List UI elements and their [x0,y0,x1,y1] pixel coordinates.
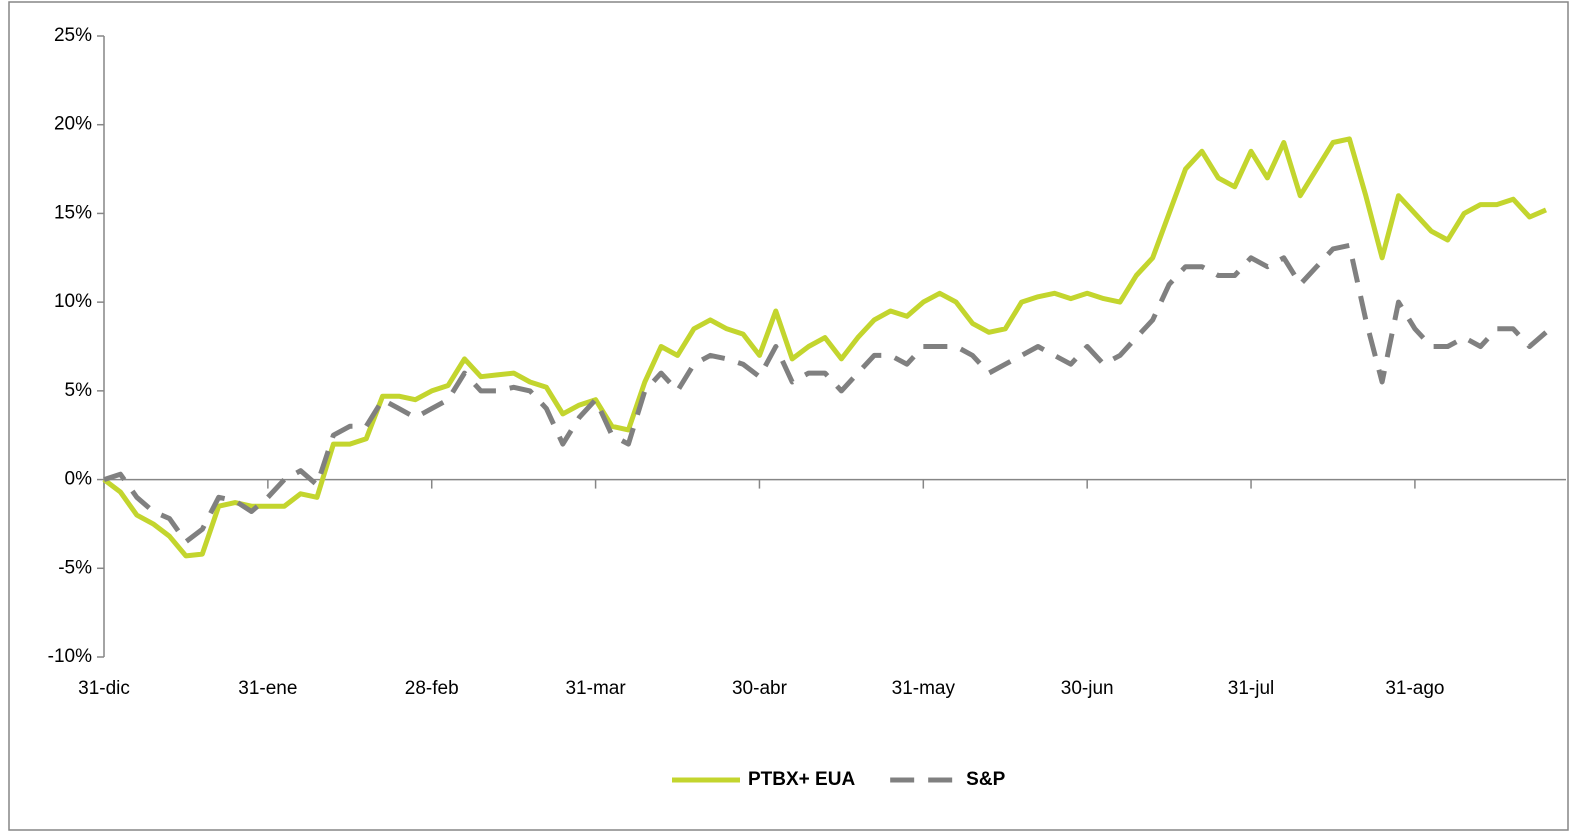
y-tick-label: 25% [54,25,92,46]
x-tick-label: 30-jun [1061,678,1114,699]
x-tick-label: 31-ene [238,678,297,699]
series-line [103,242,1548,545]
legend-label: PTBX+ EUA [748,769,855,790]
series-line [102,136,1547,559]
chart-frame [8,1,1569,831]
x-tick-label: 31-mar [565,678,626,699]
x-tick-label: 31-may [892,678,956,699]
y-tick-label: 20% [54,114,92,135]
x-tick-label: 31-jul [1228,678,1274,699]
x-tick-label: 30-abr [732,678,788,699]
x-tick-label: 28-feb [405,678,459,699]
y-tick-label: -10% [48,646,92,667]
y-tick-label: -5% [58,557,92,578]
y-tick-label: 10% [54,291,92,312]
y-tick-label: 0% [65,469,93,490]
x-tick-label: 31-dic [78,678,130,699]
x-tick-label: 31-ago [1385,678,1444,699]
y-tick-label: 15% [54,202,92,223]
legend-label: S&P [966,769,1005,790]
y-tick-label: 5% [65,380,93,401]
